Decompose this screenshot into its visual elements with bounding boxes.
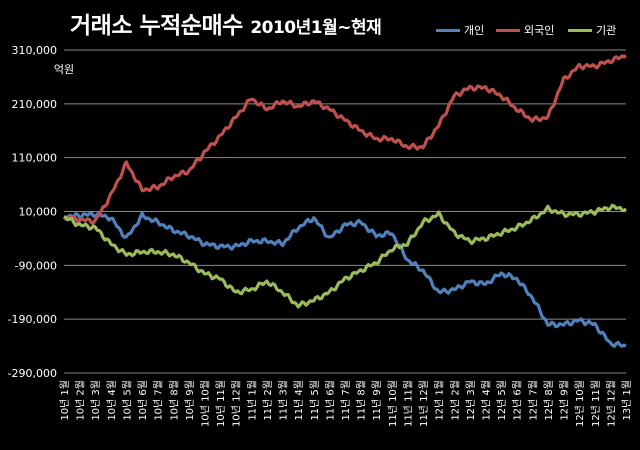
legend-item-individual: 개인: [436, 22, 484, 38]
x-tick-label: 12년 10월: [574, 380, 586, 427]
y-axis-label: 억원: [54, 63, 74, 76]
x-tick-label: 12년 1월: [434, 380, 446, 421]
y-tick-label: 10,000: [19, 206, 58, 219]
series-lines: [62, 54, 628, 348]
series-line-2: [63, 203, 628, 309]
x-tick-label: 12년 6월: [512, 380, 524, 421]
legend-label-institution: 기관: [596, 24, 617, 37]
x-tick-label: 11년 5월: [309, 380, 321, 421]
legend-item-institution: 기관: [568, 22, 616, 38]
chart-title: 거래소 누적순매수 2010년1월~현재: [70, 6, 382, 40]
y-tick-label: 210,000: [12, 98, 58, 111]
x-tick-label: 10년 7월: [153, 380, 165, 421]
x-tick-label: 11년 7월: [340, 380, 352, 421]
x-tick-label: 11년 12월: [418, 380, 430, 427]
chart-title-main: 거래소 누적순매수: [70, 13, 243, 39]
y-tick-label: 310,000: [12, 44, 58, 57]
x-tick-label: 11년 10월: [387, 380, 399, 427]
chart-subtitle: 2010년1월~현재: [250, 18, 382, 38]
x-tick-label: 11년 1월: [246, 380, 258, 421]
legend-swatch-institution: [568, 28, 592, 32]
y-tick-label: -290,000: [8, 367, 57, 380]
x-tick-label: 10년 12월: [231, 380, 243, 427]
x-tick-label: 11년 11월: [402, 380, 414, 427]
x-tick-label: 10년 10월: [200, 380, 212, 427]
x-tick-label: 10년 11월: [215, 380, 227, 427]
x-tick-label: 10년 3월: [90, 380, 102, 421]
x-tick-label: 12년 3월: [465, 380, 477, 421]
y-tick-label: -90,000: [15, 259, 57, 272]
x-tick-label: 12년 9월: [559, 380, 571, 421]
x-tick-label: 12년 2월: [449, 380, 461, 421]
legend-item-foreign: 외국인: [496, 22, 554, 38]
x-tick-label: 10년 1월: [59, 380, 71, 421]
legend-swatch-foreign: [496, 28, 520, 32]
gridlines: [64, 49, 626, 374]
x-tick-label: 12년 12월: [605, 380, 617, 427]
x-tick-label: 10년 8월: [168, 380, 180, 421]
series-line-0: [62, 211, 627, 348]
series-line-1: [62, 54, 627, 225]
legend-swatch-individual: [436, 28, 460, 32]
x-tick-label: 10년 9월: [184, 380, 196, 421]
y-tick-label: -190,000: [8, 313, 57, 326]
x-tick-label: 11년 2월: [262, 380, 274, 421]
x-tick-label: 12년 7월: [527, 380, 539, 421]
x-tick-label: 12년 4월: [481, 380, 493, 421]
x-tick-label: 11년 9월: [371, 380, 383, 421]
legend-label-foreign: 외국인: [524, 24, 555, 37]
x-tick-label: 10년 6월: [137, 380, 149, 421]
x-tick-label: 11년 3월: [278, 380, 290, 421]
x-tick-label: 13년 1월: [621, 380, 633, 421]
y-tick-label: 110,000: [12, 152, 58, 165]
x-axis-ticks: 10년 1월 10년 2월 10년 3월 10년 4월 10년 5월 10년 6월 10년 …: [59, 380, 633, 427]
y-axis-ticks: 310,000 210,000 110,000 10,000 -90,000 -190,0…: [8, 44, 57, 380]
x-tick-label: 12년 5월: [496, 380, 508, 421]
x-tick-label: 11년 6월: [324, 380, 336, 421]
x-tick-label: 12년 8월: [543, 380, 555, 421]
x-tick-label: 11년 8월: [356, 380, 368, 421]
legend-label-individual: 개인: [464, 24, 485, 37]
x-tick-label: 10년 5월: [121, 380, 133, 421]
x-tick-label: 10년 2월: [75, 380, 87, 421]
x-tick-label: 12년 11월: [590, 380, 602, 427]
x-tick-label: 10년 4월: [106, 380, 118, 421]
x-tick-label: 11년 4월: [293, 380, 305, 421]
